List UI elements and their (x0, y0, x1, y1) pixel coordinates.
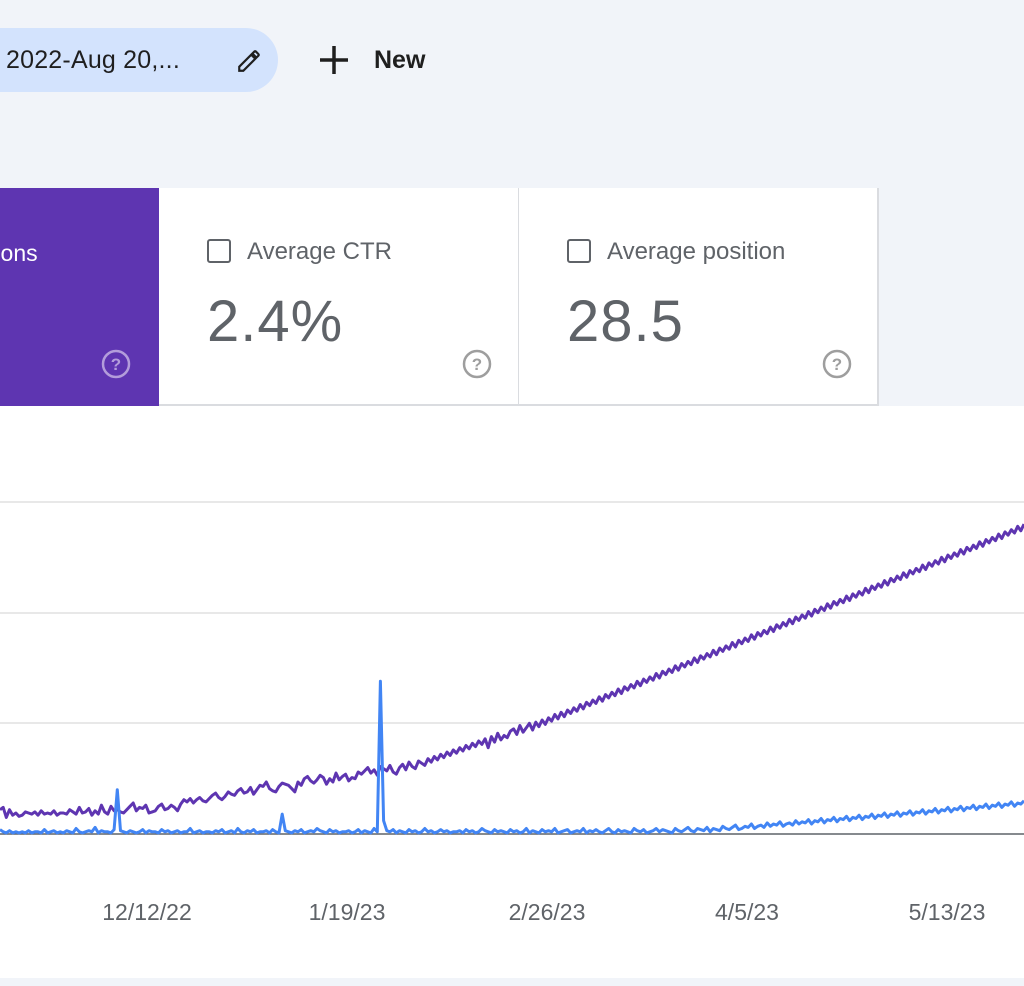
report-toolbar: 2022-Aug 20,... New (0, 0, 1024, 188)
svg-text:?: ? (832, 355, 842, 374)
ctr-checkbox[interactable] (207, 239, 231, 263)
new-filter-button[interactable]: New (314, 40, 425, 80)
x-tick-label: 1/19/23 (309, 899, 386, 925)
date-range-chip[interactable]: 2022-Aug 20,... (0, 28, 278, 92)
chart-svg: 12/12/22 1/19/23 2/26/23 4/5/23 5/13/23 (0, 501, 1024, 925)
svg-text:?: ? (111, 355, 121, 374)
x-tick-label: 5/13/23 (909, 899, 986, 925)
date-range-label: 2022-Aug 20,... (6, 46, 180, 74)
x-tick-label: 12/12/22 (102, 899, 192, 925)
position-label: Average position (607, 238, 786, 265)
position-value: 28.5 (567, 289, 684, 354)
help-icon[interactable]: ? (821, 348, 853, 380)
help-icon[interactable]: ? (461, 348, 493, 380)
impressions-series-line (0, 523, 1024, 819)
metric-cards: ressions ? Average CTR 2.4% ? Average po… (0, 188, 880, 406)
x-tick-label: 4/5/23 (715, 899, 779, 925)
metric-card-position[interactable]: Average position 28.5 ? (519, 188, 879, 406)
ctr-label: Average CTR (247, 238, 392, 265)
impressions-label: ressions (0, 240, 38, 266)
help-icon[interactable]: ? (100, 348, 132, 380)
bottom-strip (0, 978, 1024, 986)
x-tick-label: 2/26/23 (509, 899, 586, 925)
performance-chart: 12/12/22 1/19/23 2/26/23 4/5/23 5/13/23 (0, 406, 1024, 978)
metric-card-ctr[interactable]: Average CTR 2.4% ? (159, 188, 519, 406)
position-checkbox[interactable] (567, 239, 591, 263)
svg-text:?: ? (472, 355, 482, 374)
clicks-series-line (0, 679, 1024, 835)
pencil-icon[interactable] (236, 48, 262, 74)
ctr-value: 2.4% (207, 289, 344, 354)
metric-card-impressions[interactable]: ressions ? (0, 188, 159, 406)
plus-icon (320, 46, 348, 74)
new-button-label: New (374, 45, 426, 74)
